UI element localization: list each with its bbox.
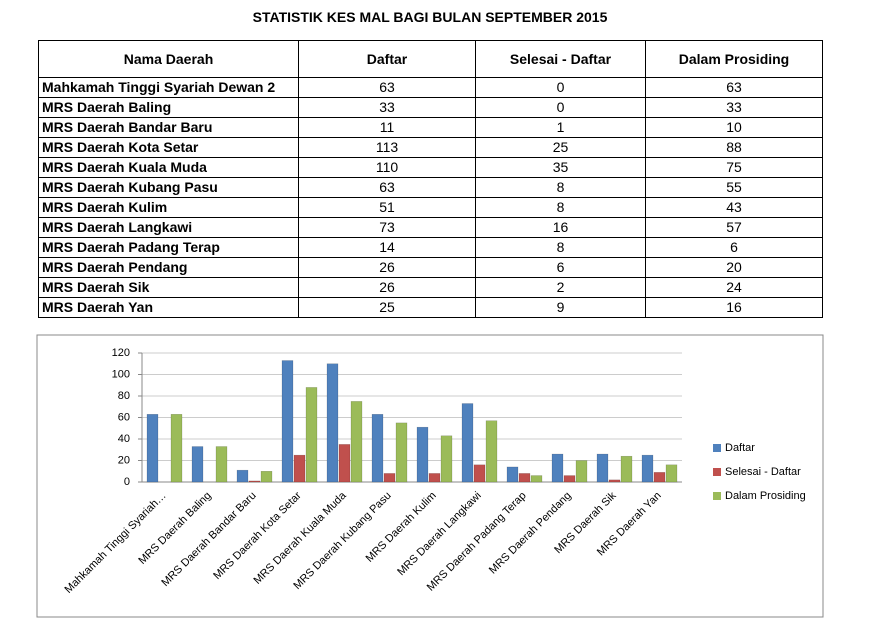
number-cell: 88	[645, 137, 823, 158]
table-body: Mahkamah Tinggi Syariah Dewan 2 63 0 63 MRS …	[38, 77, 823, 318]
bar	[383, 473, 396, 483]
bar	[461, 403, 474, 483]
bar	[215, 446, 228, 483]
table-row: MRS Daerah Kubang Pasu 63 8 55	[38, 177, 823, 198]
header-cell: Dalam Prosiding	[645, 40, 823, 78]
table-row: MRS Daerah Kota Setar 113 25 88	[38, 137, 823, 158]
bar	[575, 460, 588, 483]
header-cell: Nama Daerah	[38, 40, 299, 78]
bar	[371, 414, 384, 483]
y-tick-label: 120	[112, 347, 130, 359]
bar	[485, 420, 498, 483]
bar	[395, 422, 408, 483]
bar	[608, 479, 621, 483]
table-row: MRS Daerah Yan 25 9 16	[38, 297, 823, 318]
y-tick-label: 60	[118, 411, 130, 423]
name-cell: MRS Daerah Kota Setar	[38, 137, 299, 158]
bar	[596, 453, 609, 483]
bar	[428, 473, 441, 483]
legend-label: Selesai - Daftar	[725, 466, 801, 478]
legend-label: Dalam Prosiding	[725, 490, 806, 502]
name-cell: MRS Daerah Baling	[38, 97, 299, 118]
bar	[305, 387, 318, 483]
name-cell: MRS Daerah Pendang	[38, 257, 299, 278]
number-cell: 25	[298, 297, 476, 318]
data-table: Nama Daerah Daftar Selesai - Daftar Dalam P…	[38, 40, 823, 318]
table-row: MRS Daerah Langkawi 73 16 57	[38, 217, 823, 238]
bar	[530, 475, 543, 483]
y-tick-label: 100	[112, 368, 130, 380]
legend-swatch	[713, 492, 721, 500]
bar	[326, 363, 339, 483]
bar	[146, 414, 159, 483]
legend-swatch	[713, 468, 721, 476]
header-row: Nama Daerah Daftar Selesai - Daftar Dalam P…	[38, 40, 823, 78]
header-cell: Daftar	[298, 40, 476, 78]
name-cell: MRS Daerah Yan	[38, 297, 299, 318]
bar	[473, 464, 486, 483]
bar	[563, 475, 576, 483]
bar	[350, 401, 363, 483]
name-cell: MRS Daerah Langkawi	[38, 217, 299, 238]
bar	[338, 444, 351, 483]
bar	[416, 426, 429, 483]
header-cell: Selesai - Daftar	[475, 40, 646, 78]
bar	[440, 435, 453, 483]
bar	[281, 360, 294, 483]
bar	[518, 473, 531, 483]
bar	[260, 471, 273, 483]
y-tick-label: 80	[118, 390, 130, 402]
table-row: Mahkamah Tinggi Syariah Dewan 2 63 0 63	[38, 77, 823, 98]
y-tick-label: 0	[124, 476, 130, 488]
bar	[170, 414, 183, 483]
table-row: MRS Daerah Pendang 26 6 20	[38, 257, 823, 278]
legend-label: Daftar	[725, 442, 755, 454]
table-row: MRS Daerah Sik 26 2 24	[38, 277, 823, 298]
bar	[236, 469, 249, 483]
page-title: STATISTIK KES MAL BAGI BULAN SEPTEMBER 2…	[252, 9, 608, 25]
bar	[248, 480, 261, 483]
table-row: MRS Daerah Baling 33 0 33	[38, 97, 823, 118]
number-cell: 11	[298, 117, 476, 138]
bar	[191, 446, 204, 483]
bar	[620, 455, 633, 483]
bar	[506, 466, 519, 483]
name-cell: MRS Daerah Kuala Muda	[38, 157, 299, 178]
bar	[665, 464, 678, 483]
bar	[293, 454, 306, 483]
bar	[641, 454, 654, 483]
number-cell: 75	[645, 157, 823, 178]
table-row: MRS Daerah Kuala Muda 110 35 75	[38, 157, 823, 178]
legend-swatch	[713, 444, 721, 452]
bar	[653, 472, 666, 483]
y-tick-label: 40	[118, 433, 130, 445]
y-tick-label: 20	[118, 454, 130, 466]
number-cell: 16	[645, 297, 823, 318]
bar	[551, 453, 564, 483]
